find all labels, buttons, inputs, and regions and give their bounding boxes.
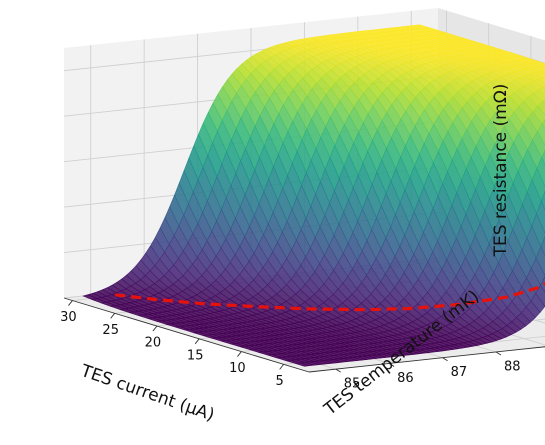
y-tick-label: 85 (344, 377, 361, 392)
overlay-line (115, 281, 545, 312)
y-tick-mark (388, 363, 395, 367)
y-tick-mark (495, 351, 502, 356)
x-tick-mark (194, 338, 200, 345)
resistance-surface (82, 24, 545, 367)
x-tick-mark (110, 313, 116, 319)
x-tick-label: 15 (187, 348, 204, 363)
x-tick-label: 20 (145, 336, 162, 351)
y-tick-mark (335, 368, 341, 373)
x-tick-mark (152, 325, 158, 332)
surface-patch (295, 362, 310, 367)
z-axis-label: TES resistance (mΩ) (491, 84, 511, 258)
surface-patch (542, 98, 545, 105)
surface-patch (540, 235, 545, 256)
tick-labels: 3025201510585868788899091020406080100 (60, 300, 521, 392)
x-tick-mark (68, 300, 73, 306)
x-axis-label: TES current (μA) (77, 361, 217, 426)
overlay-line-group (115, 281, 545, 312)
x-tick-mark (237, 351, 242, 357)
surface-patch (541, 119, 545, 130)
x-tick-label: 10 (229, 361, 246, 376)
surface-patch (540, 275, 545, 293)
x-tick-label: 25 (102, 323, 119, 338)
x-tick-mark (279, 364, 285, 370)
x-tick-label: 5 (276, 374, 284, 389)
y-tick-label: 88 (504, 360, 521, 375)
y-tick-mark (442, 357, 448, 362)
x-axis-line (63, 297, 310, 373)
y-tick-label: 86 (397, 371, 414, 386)
y-tick-label: 87 (451, 365, 468, 380)
x-tick-label: 30 (60, 310, 77, 325)
